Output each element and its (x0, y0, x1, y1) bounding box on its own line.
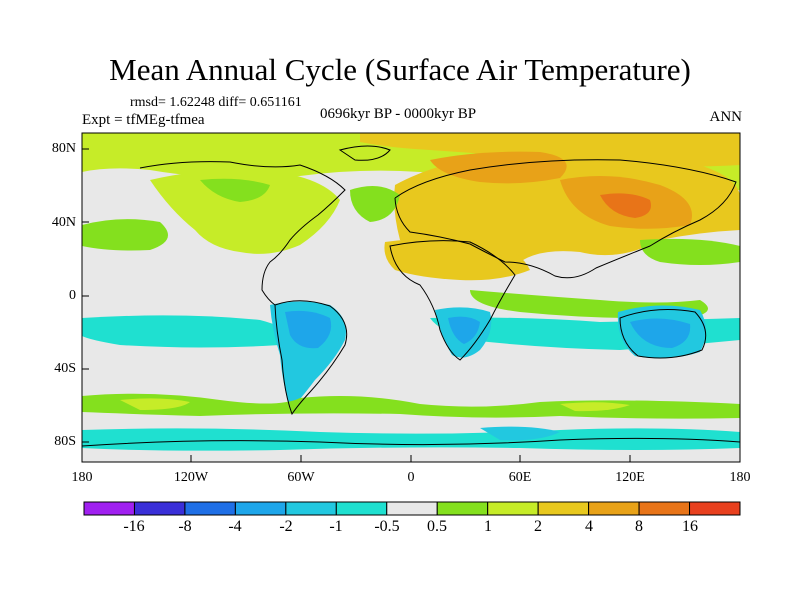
sahara-warm (384, 238, 530, 281)
colorbar-label: 2 (534, 518, 542, 535)
southern-ocean-band (82, 393, 740, 419)
x-tick-label: 0 (407, 470, 415, 485)
asia-max (600, 193, 651, 218)
coastlines (82, 145, 740, 447)
temperature-field (82, 133, 740, 462)
colorbar-swatch (638, 501, 691, 516)
colorbar-swatch (133, 501, 186, 516)
season-text: ANN (709, 109, 743, 125)
north-pacific-patch (82, 219, 168, 251)
colorbar-swatch (436, 501, 489, 516)
x-tick-label: 60W (287, 470, 315, 485)
experiment-text: Expt = tfMEg-tfmea (82, 112, 205, 128)
south-pacific-cool (82, 315, 287, 348)
colorbar-swatch (537, 501, 590, 516)
colorbar-swatch (588, 501, 640, 516)
colorbar-label: 4 (585, 518, 593, 535)
colorbar (83, 501, 741, 516)
south-america-cold (285, 310, 332, 349)
colorbar-label: -0.5 (374, 518, 400, 535)
y-tick-label: 40N (51, 215, 76, 230)
colorbar-label: -1 (329, 518, 343, 535)
eurasia-coast (394, 159, 737, 279)
antarctic-cold-patch (480, 426, 560, 441)
colorbar-label: -8 (178, 518, 192, 535)
stats-text: rmsd= 1.62248 diff= 0.651161 (130, 95, 302, 110)
colorbar-swatch (184, 501, 236, 516)
canada-mild (200, 178, 270, 202)
y-tick-label: 0 (69, 288, 76, 303)
colorbar-label: 16 (682, 518, 698, 535)
x-tick-label: 120E (615, 470, 645, 485)
antarctic-cool-band (82, 428, 740, 451)
y-tick-label: 40S (54, 361, 76, 376)
south-america-coast (274, 300, 348, 416)
y-tick-label: 80S (54, 434, 76, 449)
x-tick-label: 180 (729, 470, 751, 485)
north-atlantic-patch (350, 186, 400, 222)
north-america-coast (139, 161, 346, 306)
colorbar-label: 1 (484, 518, 492, 535)
southern-ocean-warm-b (560, 402, 630, 412)
x-tick-label: 60E (508, 470, 532, 485)
colorbar-label: 0.5 (427, 518, 447, 535)
siberia-hot (430, 151, 567, 184)
west-pacific-patch (640, 238, 740, 265)
colorbar-swatch (386, 501, 438, 516)
colorbar-label: -16 (123, 518, 145, 535)
antarctica-coast (82, 437, 740, 447)
north-america-warm (150, 169, 340, 254)
y-tick-label: 80N (51, 141, 76, 156)
australia-coast (619, 309, 707, 359)
colorbar-swatch (487, 501, 539, 516)
colorbar-label: 8 (635, 518, 643, 535)
period-text: 0696kyr BP - 0000kyr BP (320, 106, 477, 122)
colorbar-label: -2 (279, 518, 293, 535)
southern-africa-cold (448, 316, 480, 344)
colorbar-swatch (335, 501, 388, 516)
southern-ocean-warm-a (120, 398, 190, 410)
chart-title: Mean Annual Cycle (Surface Air Temperatu… (109, 52, 691, 87)
colorbar-swatch (234, 501, 287, 516)
x-tick-label: 120W (173, 470, 209, 485)
australia-cold (630, 318, 691, 348)
colorbar-swatch (83, 501, 135, 516)
greenland-coast (338, 145, 391, 161)
africa-coast (389, 240, 516, 361)
axis-ticks (81, 148, 741, 462)
colorbar-swatch (689, 501, 741, 516)
colorbar-label: -4 (228, 518, 242, 535)
x-tick-label: 180 (71, 470, 93, 485)
colorbar-swatch (285, 501, 337, 516)
